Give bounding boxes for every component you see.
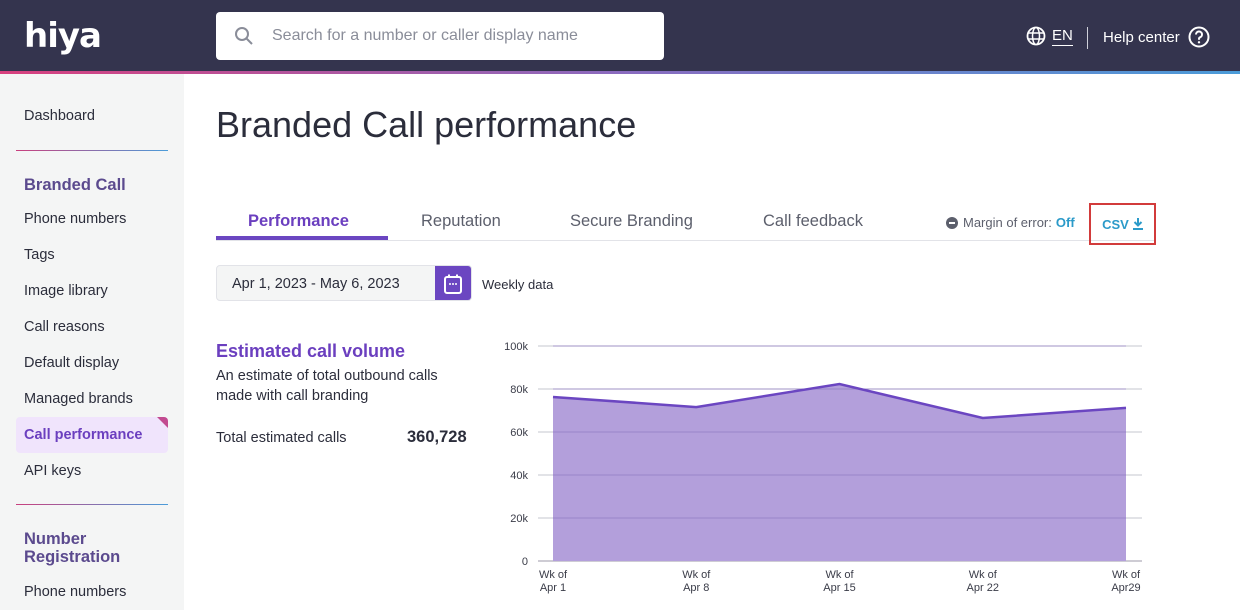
sidebar-item-label: Call performance — [24, 427, 143, 443]
sidebar-item-image-library[interactable]: Image library — [24, 283, 108, 299]
sidebar-divider — [16, 504, 168, 505]
area-fill — [553, 384, 1126, 561]
y-tick-label: 80k — [510, 384, 528, 396]
x-tick-label: Wk of — [682, 569, 711, 581]
search-box[interactable] — [216, 12, 664, 60]
x-tick-label: Apr 8 — [683, 582, 709, 594]
sidebar-divider — [16, 150, 168, 151]
active-corner-marker — [157, 417, 168, 428]
sidebar-heading-branded-call: Branded Call — [24, 176, 126, 194]
y-tick-label: 0 — [522, 556, 528, 568]
help-icon — [1188, 26, 1210, 48]
tab-call-feedback[interactable]: Call feedback — [763, 212, 863, 230]
tab-bar: Performance Reputation Secure Branding C… — [216, 200, 1156, 241]
header-divider — [1087, 27, 1088, 49]
calendar-icon — [444, 274, 462, 294]
tab-performance[interactable]: Performance — [248, 212, 349, 230]
x-tick-label: Wk of — [539, 569, 568, 581]
y-tick-label: 40k — [510, 470, 528, 482]
header-gradient-stripe — [0, 71, 1240, 74]
sidebar-item-nr-phone-numbers[interactable]: Phone numbers — [24, 584, 127, 600]
language-selector[interactable]: EN — [1026, 26, 1073, 46]
card-description: An estimate of total outbound calls made… — [216, 368, 438, 404]
sidebar-item-phone-numbers[interactable]: Phone numbers — [24, 211, 127, 227]
sidebar-item-managed-brands[interactable]: Managed brands — [24, 391, 133, 407]
globe-icon — [1026, 26, 1046, 46]
search-icon — [235, 27, 253, 45]
csv-download-button[interactable]: CSV — [1089, 203, 1156, 245]
language-code[interactable]: EN — [1052, 26, 1073, 46]
top-navigation-bar: hiya EN Help center — [0, 0, 1240, 72]
csv-label: CSV — [1102, 216, 1129, 232]
download-icon — [1132, 218, 1143, 230]
total-calls-label: Total estimated calls — [216, 430, 347, 446]
x-tick-label: Wk of — [825, 569, 854, 581]
date-range-picker[interactable]: Apr 1, 2023 - May 6, 2023 — [216, 265, 472, 301]
sidebar: Dashboard Branded Call Phone numbers Tag… — [0, 74, 184, 610]
sidebar-item-call-performance[interactable]: Call performance — [16, 417, 168, 453]
sidebar-item-default-display[interactable]: Default display — [24, 355, 120, 371]
active-tab-indicator — [216, 236, 388, 240]
x-tick-label: Apr 22 — [967, 582, 999, 594]
date-range-value[interactable]: Apr 1, 2023 - May 6, 2023 — [232, 276, 400, 292]
x-tick-label: Apr 1 — [540, 582, 566, 594]
sidebar-item-tags[interactable]: Tags — [24, 247, 55, 263]
sidebar-item-dashboard[interactable]: Dashboard — [24, 108, 95, 124]
margin-of-error-label: Margin of error: — [963, 215, 1052, 230]
y-tick-label: 20k — [510, 513, 528, 525]
y-tick-label: 60k — [510, 427, 528, 439]
chart-y-axis: 0 20k 40k 60k 80k 100k — [504, 341, 528, 568]
chart-area-layer — [552, 345, 1127, 561]
granularity-label: Weekly data — [482, 277, 554, 292]
minus-circle-icon — [946, 216, 958, 229]
total-calls-value: 360,728 — [407, 428, 467, 446]
sidebar-item-call-reasons[interactable]: Call reasons — [24, 319, 105, 335]
help-center-link[interactable]: Help center — [1103, 26, 1210, 48]
search-input[interactable] — [272, 24, 652, 48]
x-tick-label: Apr29 — [1111, 582, 1140, 594]
help-center-label: Help center — [1103, 28, 1180, 46]
y-tick-label: 100k — [504, 341, 528, 353]
tab-reputation[interactable]: Reputation — [421, 212, 501, 230]
hiya-logo[interactable]: hiya — [24, 16, 102, 56]
x-tick-label: Wk of — [1112, 569, 1141, 581]
x-tick-label: Wk of — [969, 569, 998, 581]
card-title: Estimated call volume — [216, 341, 406, 361]
calendar-button[interactable] — [435, 266, 471, 300]
sidebar-heading-number-registration: Number Registration — [24, 530, 121, 566]
page-title: Branded Call performance — [216, 104, 637, 145]
tab-secure-branding[interactable]: Secure Branding — [570, 212, 693, 230]
sidebar-item-api-keys[interactable]: API keys — [24, 463, 82, 479]
margin-of-error-value[interactable]: Off — [1055, 215, 1075, 230]
x-tick-label: Apr 15 — [823, 582, 855, 594]
margin-of-error-toggle[interactable]: Margin of error: Off — [946, 215, 1075, 230]
